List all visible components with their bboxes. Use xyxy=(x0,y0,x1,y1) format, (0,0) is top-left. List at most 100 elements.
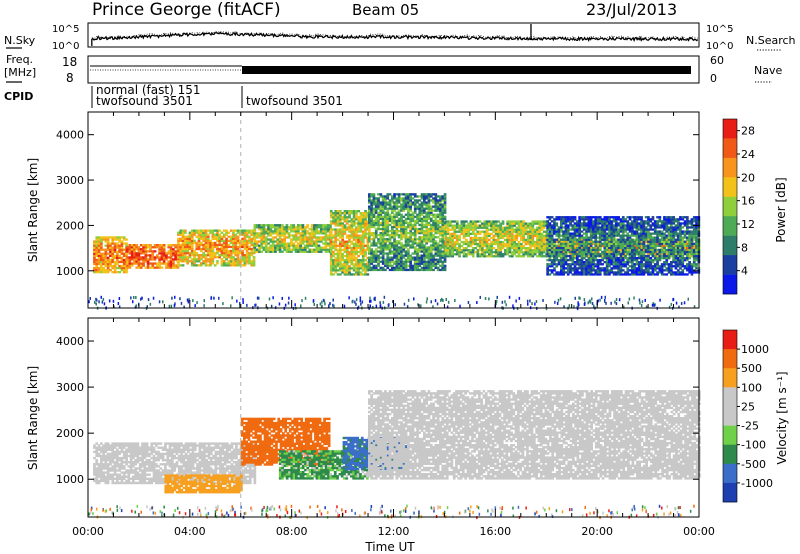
heatmap-cell xyxy=(393,215,396,218)
heatmap-cell xyxy=(542,234,546,237)
heatmap-cell xyxy=(432,230,435,233)
heatmap-cell xyxy=(264,246,268,249)
heatmap-cell xyxy=(190,245,194,249)
heatmap-cell xyxy=(425,254,428,257)
heatmap-cell xyxy=(334,265,338,268)
heatmap-cell xyxy=(234,258,238,261)
heatmap-cell xyxy=(510,220,514,223)
heatmap-cell xyxy=(612,246,616,250)
heatmap-cell xyxy=(672,244,675,248)
heatmap-cell xyxy=(381,246,385,249)
heatmap-cell xyxy=(317,246,321,249)
heatmap-cell xyxy=(355,210,358,213)
heatmap-cell xyxy=(184,247,187,251)
heatmap-cell xyxy=(462,253,466,256)
heatmap-cell xyxy=(578,265,581,268)
heatmap-cell xyxy=(202,239,205,242)
heatmap-cell xyxy=(515,255,519,258)
heatmap-cell xyxy=(348,230,351,233)
heatmap-cell xyxy=(397,256,401,259)
heatmap-cell xyxy=(220,254,224,257)
heatmap-cell xyxy=(624,230,627,233)
heatmap-cell xyxy=(95,240,99,243)
heatmap-cell xyxy=(348,240,351,243)
heatmap-cell xyxy=(181,229,185,232)
heatmap-cell xyxy=(292,228,296,231)
heatmap-cell xyxy=(218,229,221,232)
heatmap-cell xyxy=(692,244,696,248)
heatmap-cell xyxy=(317,232,321,235)
heatmap-cell xyxy=(299,228,302,231)
heatmap-cell xyxy=(381,215,385,218)
heatmap-cell xyxy=(571,242,575,245)
heatmap-cell xyxy=(499,236,503,240)
heatmap-cell xyxy=(451,240,454,244)
heatmap-cell xyxy=(184,249,187,253)
heatmap-cell xyxy=(345,222,349,225)
heatmap-cell xyxy=(560,226,563,229)
heatmap-cell xyxy=(557,234,561,237)
heatmap-cell xyxy=(292,242,296,245)
heatmap-cell xyxy=(409,246,412,249)
heatmap-cell xyxy=(388,230,392,233)
heatmap-cell xyxy=(451,236,454,240)
heatmap-cell xyxy=(285,248,289,251)
heatmap-cell xyxy=(374,248,378,251)
heatmap-cell xyxy=(343,248,347,252)
heatmap-cell xyxy=(407,260,410,263)
heatmap-cell xyxy=(443,256,447,259)
heatmap-cell xyxy=(423,254,426,257)
heatmap-cell xyxy=(536,240,539,244)
heatmap-cell xyxy=(167,264,171,267)
heatmap-cell xyxy=(348,216,351,219)
heatmap-cell xyxy=(234,233,238,236)
heatmap-cell xyxy=(585,226,588,229)
heatmap-cell xyxy=(402,197,406,200)
heatmap-cell xyxy=(130,252,134,255)
heatmap-cell xyxy=(425,203,428,206)
heatmap-cell xyxy=(467,244,470,248)
heatmap-cell xyxy=(420,260,424,263)
heatmap-cell xyxy=(501,247,505,250)
heatmap-cell xyxy=(513,251,516,254)
heatmap-cell xyxy=(343,216,347,219)
heatmap-cell xyxy=(582,216,586,219)
heatmap-cell xyxy=(388,201,392,204)
heatmap-cell xyxy=(582,269,586,272)
heatmap-cell xyxy=(411,264,415,267)
heatmap-cell xyxy=(348,210,351,213)
heatmap-cell xyxy=(239,229,242,232)
heatmap-cell xyxy=(592,222,595,225)
heatmap-cell xyxy=(179,258,183,261)
heatmap-cell xyxy=(250,239,254,242)
heatmap-cell xyxy=(100,266,103,270)
heatmap-cell xyxy=(252,252,256,255)
heatmap-cell xyxy=(310,226,314,229)
heatmap-cell xyxy=(128,266,132,269)
heatmap-cell xyxy=(471,224,475,227)
heatmap-cell xyxy=(297,242,300,245)
heatmap-cell xyxy=(409,256,412,259)
heatmap-cell xyxy=(357,273,360,276)
heatmap-cell xyxy=(425,201,428,204)
heatmap-cell xyxy=(504,232,507,235)
heatmap-cell xyxy=(202,260,205,263)
heatmap-cell xyxy=(122,238,126,241)
heatmap-cell xyxy=(306,236,309,239)
heatmap-cell xyxy=(592,254,595,258)
heatmap-cell xyxy=(120,240,124,243)
heatmap-cell xyxy=(626,238,630,241)
heatmap-cell xyxy=(488,247,491,250)
heatmap-cell xyxy=(612,242,616,245)
heatmap-cell xyxy=(144,266,148,269)
heatmap-cell xyxy=(100,254,103,257)
heatmap-cell xyxy=(416,242,419,245)
heatmap-cell xyxy=(227,256,231,259)
heatmap-cell xyxy=(225,254,228,257)
heatmap-cell xyxy=(571,240,575,243)
heatmap-cell xyxy=(128,246,132,249)
heatmap-cell xyxy=(197,243,201,247)
heatmap-cell xyxy=(397,234,401,237)
heatmap-cell xyxy=(368,219,371,223)
heatmap-cell xyxy=(615,252,618,256)
